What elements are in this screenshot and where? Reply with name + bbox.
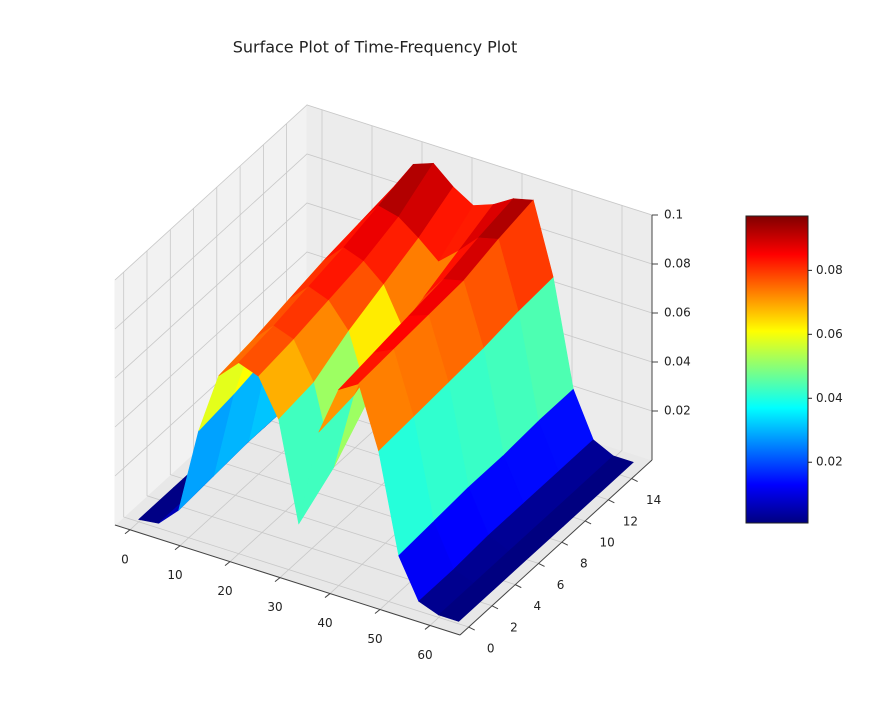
- y-tick-label: 2: [510, 620, 518, 634]
- y-tick: [538, 562, 545, 567]
- y-tick-label: 4: [533, 599, 541, 613]
- x-tick-label: 0: [121, 552, 129, 566]
- z-tick-label: 0.06: [664, 306, 691, 320]
- z-tick-label: 0.08: [664, 257, 691, 271]
- colorbar-tick-label: 0.04: [816, 391, 843, 405]
- y-tick: [608, 499, 615, 504]
- x-tick-label: 10: [167, 568, 182, 582]
- y-tick-label: 0: [487, 642, 495, 656]
- y-tick: [515, 584, 522, 589]
- grid-line: [146, 250, 493, 607]
- y-tick: [584, 520, 592, 525]
- y-tick: [491, 605, 499, 610]
- x-tick-label: 60: [417, 648, 432, 662]
- x-tick: [124, 529, 131, 535]
- colorbar-tick-label: 0.08: [816, 263, 843, 277]
- x-tick: [374, 609, 381, 614]
- grid-line: [123, 272, 469, 628]
- chart-title: Surface Plot of Time-Frequency Plot: [233, 38, 518, 57]
- x-tick: [224, 561, 231, 567]
- x-tick-label: 30: [267, 600, 282, 614]
- y-tick-label: 12: [623, 514, 638, 528]
- surface-patch: [438, 582, 495, 622]
- y-tick-label: 8: [580, 557, 588, 571]
- y-tick-label: 10: [599, 535, 614, 549]
- x-tick: [274, 577, 281, 582]
- y-tick-label: 6: [557, 578, 565, 592]
- x-tick: [174, 545, 181, 551]
- y-tick: [561, 541, 569, 546]
- x-tick: [424, 625, 431, 630]
- x-tick: [324, 593, 331, 598]
- colorbar-tick-label: 0.06: [816, 327, 843, 341]
- x-tick-label: 40: [317, 616, 332, 630]
- colorbar: [745, 215, 809, 524]
- y-tick: [468, 626, 475, 631]
- grid-line: [114, 104, 653, 281]
- x-tick-label: 50: [367, 632, 382, 646]
- z-tick-label: 0.1: [664, 208, 683, 222]
- colorbar-tick-label: 0.02: [816, 455, 843, 469]
- x-axis: [114, 524, 461, 636]
- z-tick-label: 0.02: [664, 404, 691, 418]
- x-tick-label: 20: [217, 584, 232, 598]
- z-tick-label: 0.04: [664, 355, 691, 369]
- y-tick-label: 14: [646, 493, 661, 507]
- y-tick: [631, 478, 638, 483]
